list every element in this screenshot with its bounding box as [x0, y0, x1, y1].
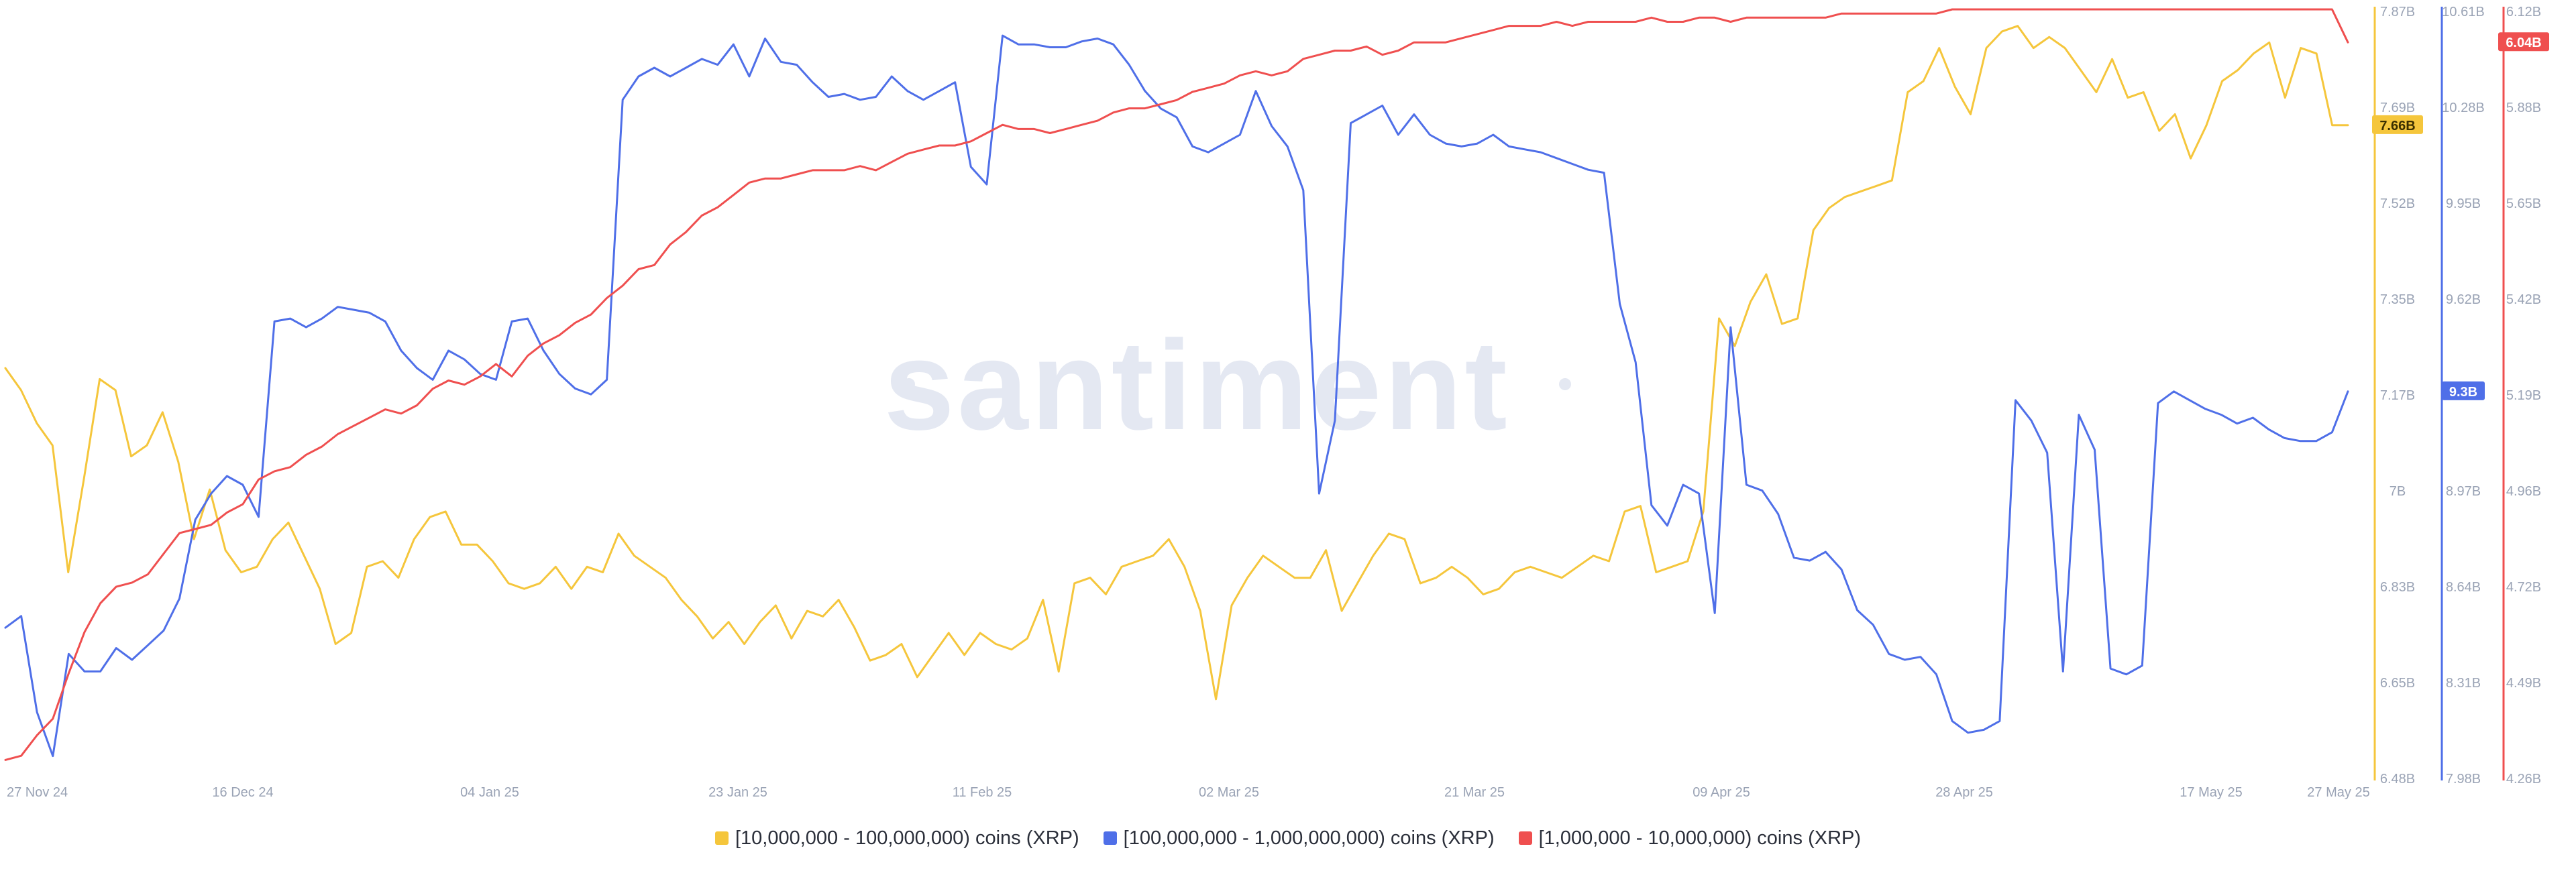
watermark-dot-right [1559, 378, 1571, 390]
y-tick-label-red: 4.26B [2506, 772, 2541, 786]
legend-label: [100,000,000 - 1,000,000,000) coins (XRP… [1123, 827, 1495, 849]
series-line-red [4, 8, 2349, 761]
y-tick-label-yellow: 6.48B [2380, 772, 2415, 786]
current-value-label-blue: 9.3B [2449, 385, 2477, 400]
y-tick-label-yellow: 7.52B [2380, 196, 2415, 211]
x-tick-label: 09 Apr 25 [1693, 785, 1750, 800]
x-tick-label: 16 Dec 24 [212, 785, 273, 800]
x-tick-label: 23 Jan 25 [708, 785, 767, 800]
current-value-label-red: 6.04B [2506, 36, 2541, 50]
y-tick-label-blue: 8.64B [2446, 580, 2481, 595]
y-tick-label-red: 4.49B [2506, 676, 2541, 691]
x-tick-label: 27 May 25 [2307, 785, 2369, 800]
legend-label: [1,000,000 - 10,000,000) coins (XRP) [1538, 827, 1862, 849]
x-tick-label: 27 Nov 24 [7, 785, 68, 800]
legend-swatch [714, 831, 729, 845]
watermark-text: santiment [883, 314, 1509, 457]
y-tick-label-blue: 9.95B [2446, 196, 2481, 211]
legend-item[interactable]: [100,000,000 - 1,000,000,000) coins (XRP… [1103, 827, 1495, 850]
y-tick-label-red: 4.72B [2506, 580, 2541, 595]
x-tick-label: 17 May 25 [2180, 785, 2242, 800]
y-tick-label-red: 5.19B [2506, 388, 2541, 403]
watermark-dot-left [903, 378, 915, 390]
x-tick-label: 04 Jan 25 [460, 785, 519, 800]
series-line-blue [4, 34, 2349, 758]
current-value-badge-yellow [2372, 115, 2423, 134]
current-value-badge-blue [2442, 381, 2485, 400]
legend-item[interactable]: [1,000,000 - 10,000,000) coins (XRP) [1518, 827, 1862, 850]
current-value-label-yellow: 7.66B [2379, 119, 2415, 133]
y-tick-label-blue: 8.97B [2446, 484, 2481, 499]
x-tick-label: 02 Mar 25 [1199, 785, 1259, 800]
x-tick-label: 21 Mar 25 [1444, 785, 1505, 800]
y-tick-label-yellow: 6.83B [2380, 580, 2415, 595]
x-tick-label: 28 Apr 25 [1935, 785, 1993, 800]
y-tick-label-blue: 8.31B [2446, 676, 2481, 691]
series-line-yellow [4, 25, 2349, 701]
legend-label: [10,000,000 - 100,000,000) coins (XRP) [735, 827, 1079, 849]
y-tick-label-blue: 10.28B [2442, 101, 2484, 115]
y-tick-label-yellow: 6.65B [2380, 676, 2415, 691]
current-value-badge-red [2498, 32, 2549, 52]
y-tick-label-blue: 10.61B [2442, 5, 2484, 19]
legend-item[interactable]: [10,000,000 - 100,000,000) coins (XRP) [714, 827, 1079, 850]
y-tick-label-red: 5.42B [2506, 292, 2541, 307]
legend-swatch [1103, 831, 1117, 845]
y-tick-label-yellow: 7B [2390, 484, 2406, 499]
y-tick-label-red: 4.96B [2506, 484, 2541, 499]
y-tick-label-yellow: 7.35B [2380, 292, 2415, 307]
y-tick-label-red: 6.12B [2506, 5, 2541, 19]
legend-swatch [1518, 831, 1532, 845]
y-tick-label-blue: 7.98B [2446, 772, 2481, 786]
y-tick-label-red: 5.65B [2506, 196, 2541, 211]
y-tick-label-red: 5.88B [2506, 101, 2541, 115]
y-tick-label-yellow: 7.87B [2380, 5, 2415, 19]
y-tick-label-yellow: 7.17B [2380, 388, 2415, 403]
chart-legend: [10,000,000 - 100,000,000) coins (XRP) [1… [0, 823, 2576, 853]
y-tick-label-yellow: 7.69B [2380, 101, 2415, 115]
x-tick-label: 11 Feb 25 [953, 785, 1012, 800]
y-tick-label-blue: 9.62B [2446, 292, 2481, 307]
